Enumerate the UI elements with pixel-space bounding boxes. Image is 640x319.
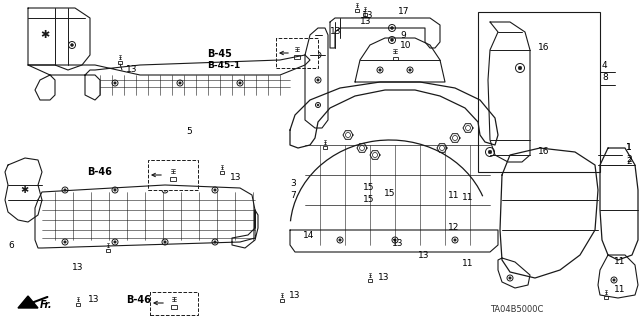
Text: 13: 13	[362, 11, 374, 19]
Text: 2: 2	[626, 155, 632, 165]
Text: 14: 14	[303, 232, 314, 241]
Circle shape	[114, 82, 116, 84]
Text: 1: 1	[626, 144, 632, 152]
Text: B-45-1: B-45-1	[207, 62, 240, 70]
Text: 5: 5	[186, 128, 192, 137]
Bar	[170, 177, 176, 181]
Text: 13: 13	[72, 263, 83, 272]
Circle shape	[214, 241, 216, 243]
Text: 15: 15	[363, 183, 374, 192]
Circle shape	[390, 39, 394, 41]
Circle shape	[409, 69, 412, 71]
Circle shape	[114, 241, 116, 243]
Bar	[76, 303, 80, 306]
Text: 11: 11	[462, 259, 474, 269]
Circle shape	[454, 239, 456, 241]
Text: 13: 13	[360, 18, 371, 26]
Text: 12: 12	[448, 224, 460, 233]
Text: Fr.: Fr.	[40, 300, 52, 310]
Text: 11: 11	[462, 194, 474, 203]
Bar	[323, 146, 327, 149]
Circle shape	[317, 79, 319, 81]
Text: 17: 17	[398, 8, 410, 17]
Bar	[363, 13, 367, 16]
Bar	[106, 249, 110, 252]
Text: 2: 2	[626, 158, 632, 167]
Text: 16: 16	[538, 147, 550, 157]
Circle shape	[179, 82, 181, 84]
Bar	[355, 9, 359, 12]
Circle shape	[390, 26, 394, 29]
Text: 3: 3	[290, 180, 296, 189]
Circle shape	[214, 189, 216, 191]
Text: 6: 6	[8, 241, 13, 250]
Circle shape	[239, 82, 241, 84]
Text: 13: 13	[88, 295, 99, 305]
Text: 9: 9	[400, 31, 406, 40]
Circle shape	[488, 150, 492, 154]
Text: 16: 16	[538, 43, 550, 53]
Text: 7: 7	[290, 191, 296, 201]
Circle shape	[317, 54, 319, 56]
Text: 15: 15	[384, 189, 396, 198]
Circle shape	[64, 189, 66, 191]
Circle shape	[164, 241, 166, 243]
Circle shape	[64, 241, 66, 243]
Text: 13: 13	[378, 273, 390, 283]
Circle shape	[114, 189, 116, 191]
Bar	[276, 38, 318, 68]
Bar	[220, 171, 224, 174]
Circle shape	[379, 69, 381, 71]
Text: ✱: ✱	[20, 185, 28, 195]
Text: 13: 13	[330, 27, 342, 36]
Text: 13: 13	[392, 239, 403, 248]
Text: ✱: ✱	[40, 30, 50, 40]
Text: B-46: B-46	[126, 295, 151, 305]
Polygon shape	[18, 296, 38, 308]
Circle shape	[509, 277, 511, 279]
Bar	[171, 305, 177, 309]
Bar	[280, 299, 284, 302]
Bar	[478, 12, 600, 172]
Text: 15: 15	[363, 196, 374, 204]
Circle shape	[394, 239, 396, 241]
Text: 11: 11	[614, 257, 625, 266]
Bar	[118, 61, 122, 64]
Circle shape	[70, 44, 74, 46]
Bar	[294, 55, 300, 58]
Text: 10: 10	[400, 41, 412, 49]
Text: 13: 13	[418, 251, 429, 261]
Text: 13: 13	[289, 291, 301, 300]
Bar	[392, 56, 397, 60]
Text: B-45: B-45	[207, 49, 232, 59]
Text: 1: 1	[626, 144, 632, 152]
Text: 4: 4	[602, 62, 607, 70]
Text: 11: 11	[448, 191, 460, 201]
Circle shape	[339, 239, 341, 241]
Text: 13: 13	[126, 65, 138, 75]
Circle shape	[518, 66, 522, 70]
Circle shape	[164, 189, 166, 191]
Text: B-46: B-46	[87, 167, 112, 177]
Bar	[148, 160, 198, 190]
Bar	[604, 296, 608, 299]
Bar	[368, 279, 372, 282]
Text: 8: 8	[602, 73, 608, 83]
Bar	[150, 292, 198, 315]
Text: 11: 11	[614, 286, 625, 294]
Circle shape	[613, 279, 615, 281]
Text: TA04B5000C: TA04B5000C	[490, 306, 543, 315]
Text: 13: 13	[230, 174, 241, 182]
Circle shape	[317, 104, 319, 106]
